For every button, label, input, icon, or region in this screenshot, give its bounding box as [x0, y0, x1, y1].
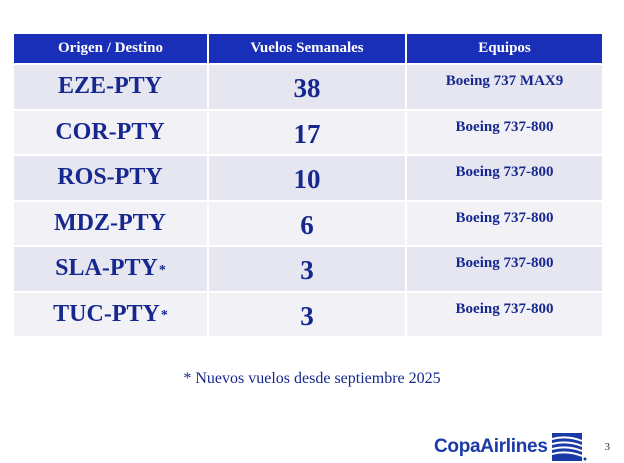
weekly-flights-cell: 38 — [209, 65, 407, 111]
table-row: MDZ-PTY 6 Boeing 737-800 — [14, 201, 602, 247]
table-row: SLA-PTY * 3 Boeing 737-800 — [14, 247, 602, 293]
route-cell: TUC-PTY * — [14, 292, 209, 338]
new-route-marker: * — [160, 308, 168, 324]
route-cell: SLA-PTY * — [14, 247, 209, 293]
route-cell: COR-PTY — [14, 110, 209, 156]
weekly-flights-cell: 3 — [209, 247, 407, 293]
weekly-flights-cell: 6 — [209, 201, 407, 247]
route-code: ROS-PTY — [57, 164, 163, 191]
route-code: TUC-PTY — [53, 300, 160, 327]
weekly-flights-cell: 3 — [209, 292, 407, 338]
route-cell: EZE-PTY — [14, 65, 209, 111]
header-origin-destination: Origen / Destino — [14, 34, 209, 65]
route-code: MDZ-PTY — [54, 209, 166, 236]
equipment-cell: Boeing 737 MAX9 — [407, 65, 602, 111]
footnote: * Nuevos vuelos desde septiembre 2025 — [183, 370, 441, 387]
route-code: SLA-PTY — [55, 255, 158, 282]
new-route-marker: * — [158, 262, 166, 278]
page-number: 3 — [604, 441, 611, 453]
equipment-cell: Boeing 737-800 — [407, 292, 602, 338]
weekly-flights-cell: 17 — [209, 110, 407, 156]
header-equipment: Equipos — [407, 34, 602, 65]
table-row: TUC-PTY * 3 Boeing 737-800 — [14, 292, 602, 338]
equipment-cell: Boeing 737-800 — [407, 201, 602, 247]
header-weekly-flights: Vuelos Semanales — [209, 34, 407, 65]
equipment-cell: Boeing 737-800 — [407, 156, 602, 202]
route-code: COR-PTY — [55, 118, 165, 145]
copa-airlines-logo: CopaAirlines — [434, 433, 588, 461]
table-row: EZE-PTY 38 Boeing 737 MAX9 — [14, 65, 602, 111]
logo-wordmark: CopaAirlines — [434, 436, 548, 457]
table-row: COR-PTY 17 Boeing 737-800 — [14, 110, 602, 156]
flights-table: Origen / Destino Vuelos Semanales Equipo… — [14, 34, 602, 338]
table-row: ROS-PTY 10 Boeing 737-800 — [14, 156, 602, 202]
equipment-cell: Boeing 737-800 — [407, 110, 602, 156]
copa-airlines-logo-icon — [551, 433, 587, 461]
equipment-cell: Boeing 737-800 — [407, 247, 602, 293]
weekly-flights-cell: 10 — [209, 156, 407, 202]
route-cell: MDZ-PTY — [14, 201, 209, 247]
route-cell: ROS-PTY — [14, 156, 209, 202]
route-code: EZE-PTY — [57, 73, 162, 100]
table-header-row: Origen / Destino Vuelos Semanales Equipo… — [14, 34, 602, 65]
